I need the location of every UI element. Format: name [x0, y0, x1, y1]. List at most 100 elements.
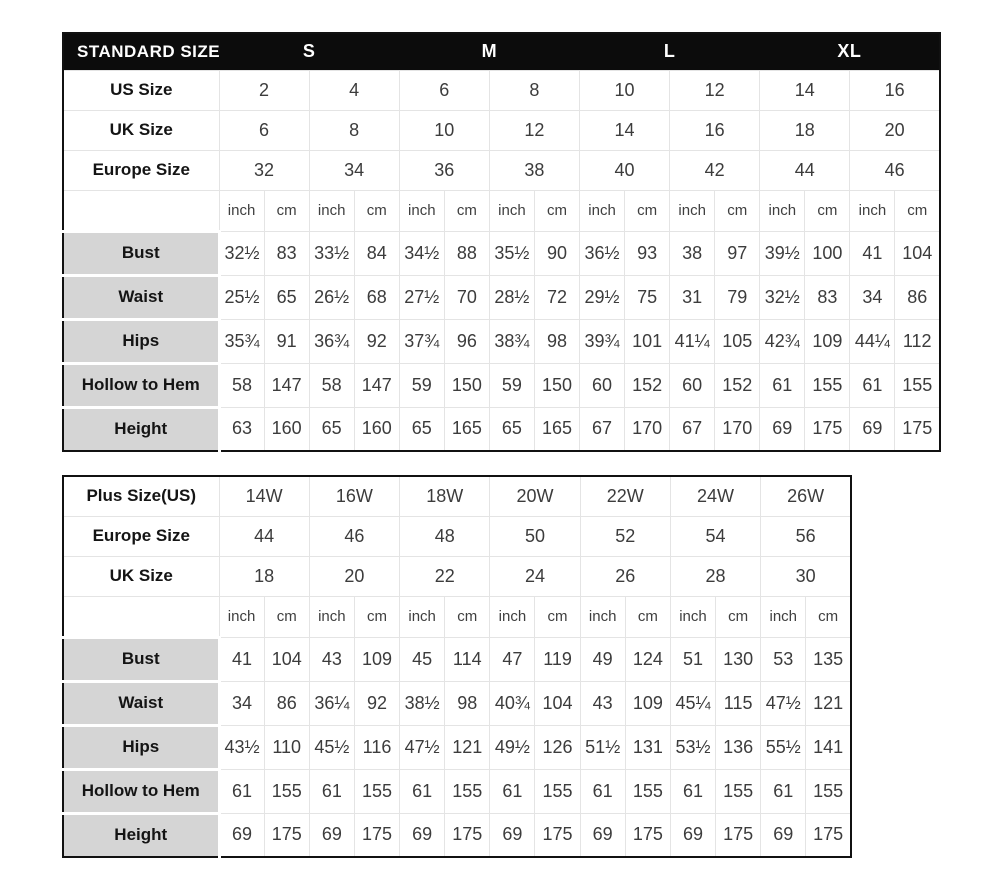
size-value-cell: 36	[398, 149, 490, 191]
measure-value-cell: 90	[533, 230, 581, 276]
size-value-cell: 26W	[760, 475, 852, 517]
size-value-cell: 22	[399, 555, 491, 597]
measure-value-cell: 92	[353, 318, 400, 364]
measure-row: Height 69 175 69 175 69 175 69 175 69 175 69 175 69 17…	[63, 811, 852, 858]
measure-value-cell: 47½	[760, 680, 807, 726]
size-value-cell: 26	[579, 555, 671, 597]
measure-value-cell: 35¾	[218, 318, 265, 364]
unit-row: inch cm inch cm inch cm inch cm inch cm inch cm inch…	[62, 595, 852, 638]
size-group-cell: L	[579, 33, 760, 70]
measure-value-cell: 86	[263, 680, 310, 726]
measure-value-cell: 70	[443, 274, 490, 320]
unit-cell: cm	[533, 189, 581, 232]
measure-value-cell: 47	[489, 636, 536, 682]
measure-value-cell: 131	[624, 724, 671, 770]
size-value-cell: 32	[218, 149, 310, 191]
size-group-cell: S	[219, 33, 400, 70]
measure-value-cell: 155	[353, 768, 401, 814]
size-row: US Size 2 4 6 8 10 12 14 16	[62, 69, 941, 111]
size-value-cell: 20	[849, 109, 941, 151]
measure-value-cell: 69	[218, 812, 265, 858]
size-value-cell: 4	[308, 69, 400, 111]
measure-value-cell: 26½	[308, 274, 355, 320]
size-value-cell: 20W	[489, 475, 581, 517]
measure-value-cell: 36¾	[308, 318, 355, 364]
size-value-cell: 12	[488, 109, 581, 151]
unit-cell: cm	[263, 595, 310, 638]
measure-value-cell: 61	[760, 768, 807, 814]
measure-value-cell: 53½	[669, 724, 717, 770]
size-value-cell: 14	[759, 69, 851, 111]
measure-value-cell: 61	[669, 768, 717, 814]
measure-value-cell: 28½	[488, 274, 535, 320]
size-value-cell: 2	[218, 69, 310, 111]
size-row: UK Size 18 20 22 24 26 28 30	[62, 555, 852, 597]
measure-value-cell: 29½	[578, 274, 626, 320]
measure-value-cell: 33½	[308, 230, 355, 276]
measure-row-label: Waist	[63, 273, 221, 319]
measure-value-cell: 45½	[308, 724, 355, 770]
measure-row: Waist 25½ 65 26½ 68 27½ 70 28½ 72 29½ 75 31 79 32½ 83 3…	[63, 273, 941, 320]
measure-value-cell: 65	[398, 406, 445, 452]
size-value-cell: 10	[398, 109, 490, 151]
unit-cell: cm	[714, 189, 761, 232]
size-value-cell: 56	[760, 515, 852, 557]
measure-value-cell: 40¾	[489, 680, 536, 726]
plus-size-table: Plus Size(US) 14W 16W 18W 20W 22W 24W 26W Europe…	[62, 475, 852, 858]
measure-value-cell: 59	[488, 362, 535, 408]
measure-value-cell: 41	[849, 230, 896, 276]
unit-cell: cm	[624, 189, 671, 232]
measure-value-cell: 110	[263, 724, 310, 770]
measure-value-cell: 121	[805, 680, 852, 726]
size-row: Europe Size 32 34 36 38 40 42 44 46	[62, 149, 941, 191]
unit-cell: inch	[759, 189, 806, 232]
header-row: STANDARD SIZE S M L XL	[63, 33, 940, 70]
measure-value-cell: 49½	[489, 724, 536, 770]
measure-value-cell: 38¾	[488, 318, 535, 364]
unit-cell: inch	[669, 595, 717, 638]
measure-row-label: Hollow to Hem	[63, 361, 221, 407]
measure-value-cell: 79	[714, 274, 761, 320]
size-row-label: UK Size	[62, 555, 220, 597]
measure-value-cell: 32½	[218, 230, 265, 276]
measure-row-label: Hips	[63, 317, 221, 363]
measure-value-cell: 165	[533, 406, 581, 452]
table-title: STANDARD SIZE	[63, 33, 219, 70]
size-value-cell: 44	[218, 515, 310, 557]
measure-value-cell: 109	[804, 318, 851, 364]
measure-value-cell: 112	[894, 318, 941, 364]
measure-value-cell: 100	[804, 230, 851, 276]
unit-cell: cm	[263, 189, 310, 232]
measure-value-cell: 69	[399, 812, 446, 858]
measure-value-cell: 104	[263, 636, 310, 682]
size-value-cell: 46	[308, 515, 401, 557]
measure-value-cell: 141	[805, 724, 852, 770]
measure-value-cell: 43½	[218, 724, 265, 770]
size-value-cell: 34	[308, 149, 400, 191]
size-value-cell: 50	[489, 515, 581, 557]
measure-value-cell: 61	[489, 768, 536, 814]
measure-value-cell: 104	[534, 680, 581, 726]
measure-value-cell: 130	[715, 636, 762, 682]
size-value-cell: 18W	[399, 475, 491, 517]
measure-value-cell: 91	[263, 318, 310, 364]
measure-value-cell: 92	[353, 680, 401, 726]
measure-value-cell: 155	[805, 768, 852, 814]
size-value-cell: 28	[669, 555, 762, 597]
measure-value-cell: 72	[533, 274, 581, 320]
size-value-cell: 52	[579, 515, 671, 557]
measure-value-cell: 39¾	[578, 318, 626, 364]
size-group-cell: XL	[759, 33, 940, 70]
unit-cell: inch	[488, 189, 535, 232]
size-value-cell: 14	[578, 109, 671, 151]
size-row-label: US Size	[62, 69, 220, 111]
measure-value-cell: 101	[624, 318, 671, 364]
measure-value-cell: 61	[218, 768, 265, 814]
measure-value-cell: 34	[218, 680, 265, 726]
measure-value-cell: 175	[444, 812, 491, 858]
size-row-label: Plus Size(US)	[62, 475, 220, 517]
measure-value-cell: 126	[534, 724, 581, 770]
measure-value-cell: 69	[669, 812, 717, 858]
size-value-cell: 46	[849, 149, 941, 191]
measure-value-cell: 135	[805, 636, 852, 682]
